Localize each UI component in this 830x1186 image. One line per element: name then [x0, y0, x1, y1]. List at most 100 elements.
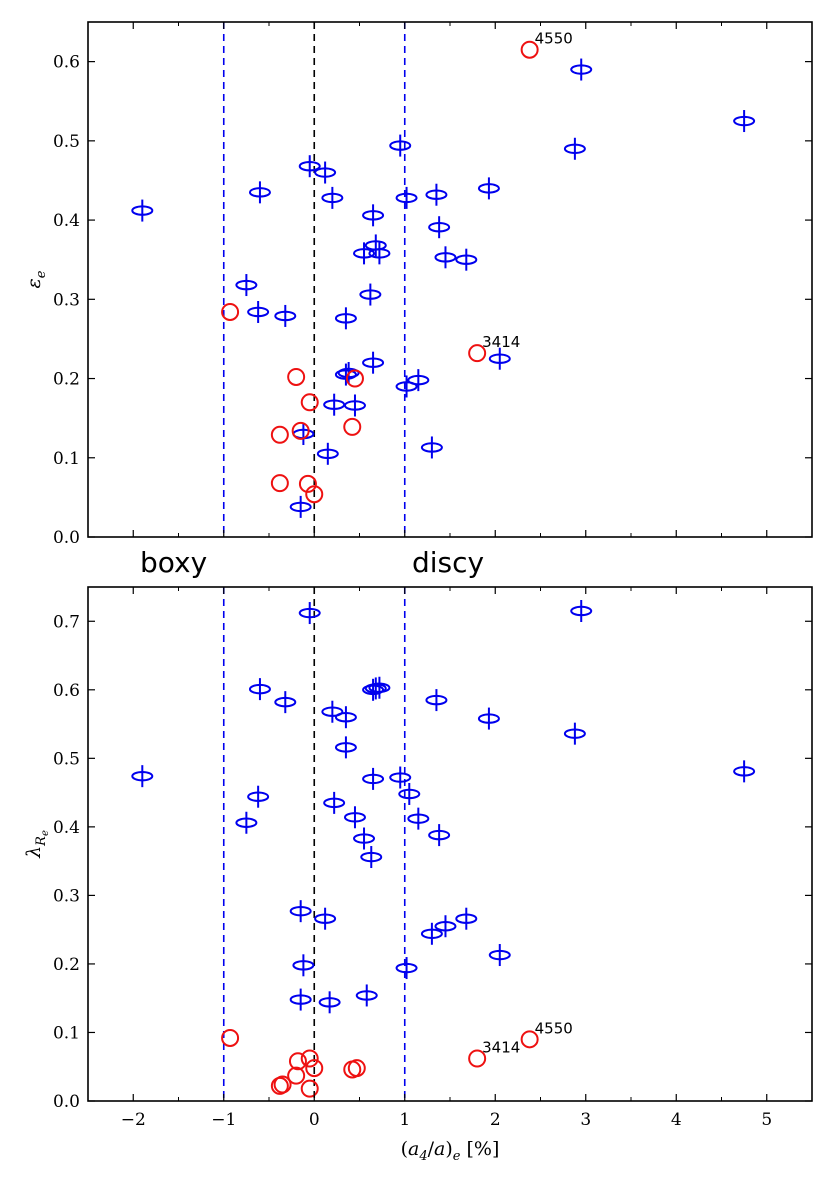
point-annotation: 4550	[535, 1019, 573, 1037]
discy-region-label: discy	[412, 546, 484, 579]
data-point-fast-rotator	[389, 140, 412, 151]
data-point-fast-rotator	[321, 192, 344, 204]
data-point-slow-rotator	[305, 1059, 324, 1078]
data-point-fast-rotator	[362, 773, 385, 785]
data-point-fast-rotator	[488, 949, 511, 961]
y-tick-label: 0.6	[53, 53, 80, 73]
data-point-fast-rotator	[247, 306, 270, 318]
data-point-slow-rotator	[468, 1049, 487, 1068]
data-point-fast-rotator	[733, 115, 756, 127]
data-point-fast-rotator	[316, 448, 339, 460]
data-point-slow-rotator	[221, 1028, 240, 1047]
data-point-slow-rotator	[287, 1066, 306, 1085]
data-point-slow-rotator	[270, 425, 289, 444]
y-tick-label: 0.2	[53, 955, 80, 975]
data-point-fast-rotator	[334, 313, 357, 324]
x-tick-label: −2	[121, 1110, 146, 1130]
data-point-slow-rotator	[288, 1052, 307, 1071]
data-point-fast-rotator	[488, 353, 511, 364]
data-point-fast-rotator	[247, 791, 270, 802]
data-point-fast-rotator	[563, 728, 586, 739]
x-tick-label: 0	[309, 1110, 320, 1130]
data-point-fast-rotator	[362, 684, 385, 695]
data-point-slow-rotator	[273, 1075, 292, 1094]
data-point-fast-rotator	[334, 369, 357, 380]
y-tick-label: 0.0	[53, 1092, 80, 1112]
data-point-slow-rotator	[520, 1030, 539, 1049]
x-tick-label: 3	[580, 1110, 591, 1130]
y-tick-label: 0.4	[53, 818, 80, 838]
y-tick-label: 0.4	[53, 211, 80, 231]
data-point-fast-rotator	[321, 706, 344, 717]
data-point-fast-rotator	[420, 442, 443, 453]
data-point-slow-rotator	[345, 369, 364, 388]
data-point-fast-rotator	[368, 682, 391, 693]
data-point-fast-rotator	[289, 501, 312, 513]
data-point-slow-rotator	[468, 344, 487, 363]
data-point-fast-rotator	[334, 742, 357, 753]
data-point-fast-rotator	[425, 694, 448, 706]
y-tick-label: 0.3	[53, 886, 80, 906]
bottom-panel-lambda: 4550 3414 −2 −1 0 1 2 3 4 5 0.0 0.1 0.2 0.3 0.4 0.5 0.6 0…	[23, 586, 813, 1164]
data-point-slow-rotator	[221, 302, 240, 321]
y-tick-label: 0.0	[53, 528, 80, 548]
data-point-fast-rotator	[398, 788, 421, 800]
data-point-slow-rotator	[298, 474, 317, 493]
data-point-fast-rotator	[274, 696, 297, 708]
data-point-fast-rotator	[359, 289, 382, 300]
x-axis-label: (a4/a)e [%]	[401, 1138, 500, 1164]
data-point-fast-rotator	[428, 222, 451, 233]
data-point-fast-rotator	[428, 829, 451, 841]
data-point-fast-rotator	[395, 381, 418, 392]
data-point-fast-rotator	[389, 772, 412, 783]
x-tick-label: 4	[671, 1110, 682, 1130]
data-point-slow-rotator	[300, 1079, 319, 1098]
data-point-fast-rotator	[314, 913, 337, 924]
data-point-fast-rotator	[434, 921, 457, 932]
y-axis-label: λRe	[23, 830, 51, 859]
y-tick-label: 0.1	[53, 449, 80, 469]
y-tick-label: 0.5	[53, 749, 80, 769]
y-tick-label: 0.1	[53, 1023, 80, 1043]
data-point-slow-rotator	[300, 393, 319, 412]
data-point-slow-rotator	[347, 1059, 366, 1078]
data-point-fast-rotator	[274, 310, 297, 322]
data-point-fast-rotator	[235, 279, 258, 291]
data-point-fast-rotator	[131, 205, 154, 216]
data-point-slow-rotator	[343, 417, 362, 436]
data-point-slow-rotator	[300, 1049, 319, 1068]
data-point-fast-rotator	[343, 812, 366, 823]
plot-frame	[87, 586, 813, 1102]
data-point-fast-rotator	[334, 712, 357, 723]
data-point-fast-rotator	[360, 851, 383, 863]
data-point-fast-rotator	[289, 994, 312, 1005]
x-tick-label: −1	[211, 1110, 236, 1130]
data-point-fast-rotator	[298, 607, 321, 619]
plot-frame	[87, 21, 813, 538]
data-point-fast-rotator	[235, 817, 258, 828]
data-point-fast-rotator	[395, 962, 418, 974]
data-point-fast-rotator	[420, 928, 443, 939]
data-point-slow-rotator	[270, 474, 289, 493]
point-annotation: 3414	[482, 1039, 520, 1057]
data-point-fast-rotator	[477, 713, 500, 724]
data-point-fast-rotator	[362, 357, 385, 368]
data-point-fast-rotator	[353, 833, 376, 844]
data-point-slow-rotator	[287, 367, 306, 386]
data-point-fast-rotator	[131, 770, 154, 782]
data-point-fast-rotator	[289, 905, 312, 917]
y-tick-label: 0.6	[53, 681, 80, 701]
data-point-slow-rotator	[291, 421, 310, 440]
x-tick-label: 5	[761, 1110, 772, 1130]
y-tick-label: 0.2	[53, 370, 80, 390]
data-point-fast-rotator	[407, 813, 430, 824]
data-point-fast-rotator	[298, 161, 321, 172]
data-point-fast-rotator	[570, 605, 593, 617]
data-point-fast-rotator	[434, 252, 457, 263]
data-point-fast-rotator	[395, 192, 418, 204]
data-point-fast-rotator	[455, 913, 478, 924]
data-point-fast-rotator	[425, 189, 448, 200]
data-point-fast-rotator	[248, 187, 271, 198]
data-point-fast-rotator	[733, 766, 756, 777]
